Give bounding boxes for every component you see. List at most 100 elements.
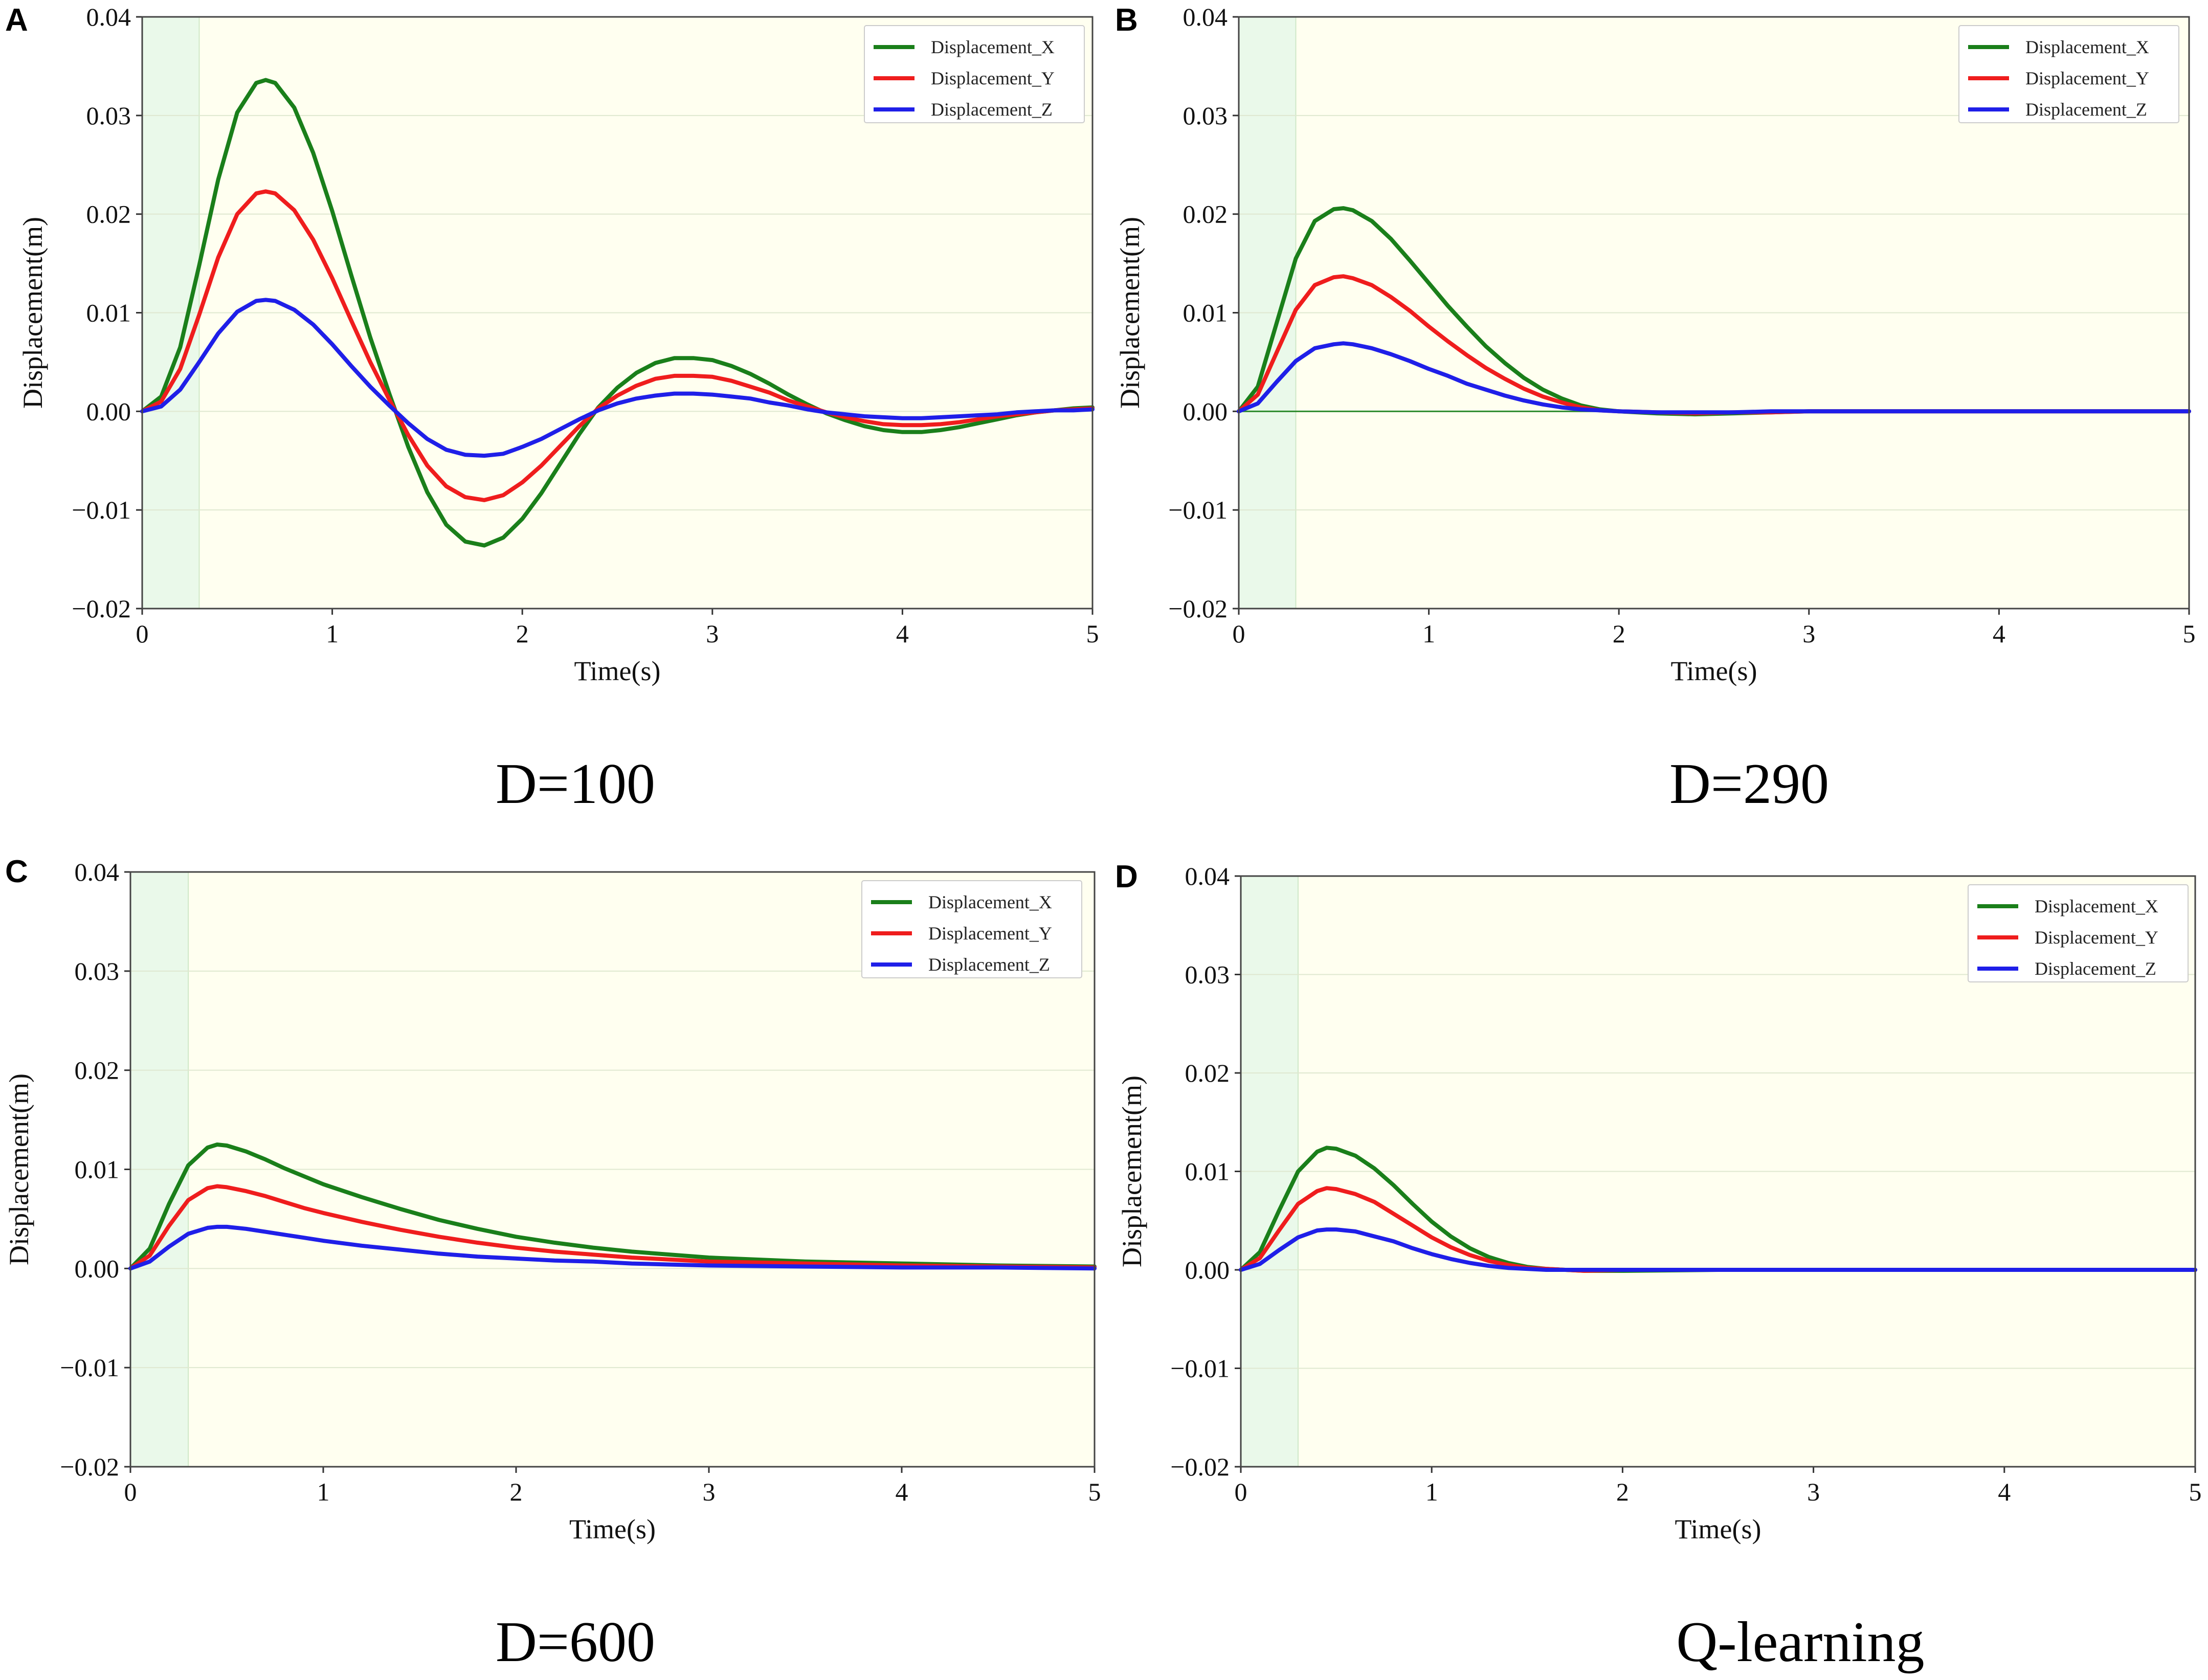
x-tick-label: 2: [516, 619, 529, 648]
y-tick-label: 0.00: [1183, 397, 1228, 425]
y-tick-label: −0.02: [60, 1452, 119, 1481]
legend-label: Displacement_Z: [2035, 958, 2156, 979]
legend-label: Displacement_Y: [928, 923, 1052, 944]
x-tick-label: 4: [896, 619, 909, 648]
y-tick-label: 0.02: [1185, 1059, 1230, 1087]
panel-caption: D=100: [496, 752, 655, 816]
panel-letter: D: [1115, 859, 1138, 894]
x-axis-label: Time(s): [1670, 656, 1757, 686]
legend-label: Displacement_Z: [2025, 99, 2147, 120]
y-tick-label: −0.01: [1168, 496, 1228, 524]
x-tick-label: 2: [1613, 619, 1625, 648]
series-line-displacement-z: [128, 1224, 1097, 1271]
y-tick-label: 0.04: [86, 3, 131, 31]
x-tick-label: 2: [510, 1477, 523, 1506]
plot-frame: [141, 16, 1094, 610]
y-axis-label: Displacement(m): [17, 217, 48, 409]
x-tick-label: 2: [1616, 1477, 1629, 1506]
x-tick-label: 4: [896, 1477, 908, 1506]
x-tick-label: 0: [1235, 1477, 1247, 1506]
y-tick-label: −0.01: [72, 496, 131, 524]
x-tick-label: 3: [703, 1477, 716, 1506]
legend-box: [1968, 884, 2189, 982]
x-tick-label: 0: [1233, 619, 1245, 648]
series-line-displacement-z: [1239, 1227, 2197, 1272]
panel-c: 0.04 0.03 0.02 0.01 0.00 −0.01 −0.020 1 2 3 4 5 Time…: [4, 854, 1101, 1674]
x-tick-label: 1: [326, 619, 339, 648]
y-tick-label: 0.01: [1183, 299, 1228, 327]
y-tick-label: 0.00: [86, 397, 131, 425]
legend-label: Displacement_X: [928, 892, 1052, 912]
y-tick-label: 0.02: [1183, 200, 1228, 229]
series-line-displacement-z: [140, 298, 1095, 458]
series-line-displacement-x: [140, 78, 1095, 548]
series-line-displacement-x: [128, 1143, 1097, 1271]
legend-label: Displacement_X: [2025, 37, 2149, 57]
panel-b: 0.04 0.03 0.02 0.01 0.00 −0.01 −0.020 1 2 3 4 5 Time…: [1114, 3, 2196, 816]
y-tick-label: 0.01: [75, 1155, 120, 1184]
series-line-displacement-z: [1237, 341, 2191, 415]
y-tick-label: 0.03: [1183, 101, 1228, 130]
legend-label: Displacement_X: [931, 37, 1055, 57]
y-tick-label: 0.03: [86, 101, 131, 130]
panel-caption: D=600: [496, 1610, 655, 1674]
x-tick-label: 5: [2189, 1477, 2202, 1506]
x-tick-label: 5: [1088, 1477, 1101, 1506]
y-tick-label: −0.02: [72, 594, 131, 623]
x-tick-label: 1: [1422, 619, 1435, 648]
legend-box: [1958, 25, 2179, 123]
y-axis-label: Displacement(m): [1117, 1076, 1147, 1267]
x-tick-label: 1: [317, 1477, 330, 1506]
y-tick-label: −0.02: [1168, 594, 1228, 623]
panel-letter: B: [1115, 3, 1138, 38]
x-tick-label: 3: [1807, 1477, 1820, 1506]
x-tick-label: 3: [706, 619, 719, 648]
legend-label: Displacement_X: [2035, 896, 2158, 916]
y-tick-label: 0.03: [1185, 960, 1230, 989]
series-line-displacement-y: [128, 1184, 1097, 1271]
series-line-displacement-y: [140, 189, 1095, 502]
panel-letter: C: [5, 854, 28, 889]
y-tick-label: −0.02: [1170, 1452, 1230, 1481]
x-tick-label: 1: [1425, 1477, 1438, 1506]
x-tick-label: 4: [1993, 619, 2005, 648]
panel-a: 0.04 0.03 0.02 0.01 0.00 −0.01 −0.020 1 2 3 4 5 Time…: [5, 3, 1099, 816]
panel-d: 0.04 0.03 0.02 0.01 0.00 −0.01 −0.020 1 2 3 4 5 Time…: [1115, 859, 2202, 1674]
x-tick-label: 3: [1802, 619, 1815, 648]
x-axis-label: Time(s): [569, 1514, 656, 1544]
y-tick-label: 0.01: [1185, 1157, 1230, 1186]
x-tick-label: 5: [2183, 619, 2196, 648]
legend-label: Displacement_Z: [931, 99, 1053, 120]
x-axis-label: Time(s): [1675, 1514, 1761, 1544]
y-tick-label: −0.01: [60, 1353, 119, 1382]
y-axis-label: Displacement(m): [4, 1073, 34, 1265]
y-tick-label: 0.04: [1185, 862, 1230, 890]
x-tick-label: 5: [1086, 619, 1099, 648]
y-tick-label: 0.01: [86, 299, 131, 327]
legend-box: [861, 880, 1082, 978]
legend-label: Displacement_Y: [931, 68, 1055, 88]
y-tick-label: 0.03: [75, 957, 120, 985]
x-tick-label: 4: [1998, 1477, 2011, 1506]
x-tick-label: 0: [136, 619, 149, 648]
panel-caption: D=290: [1669, 752, 1829, 816]
y-tick-label: 0.04: [75, 858, 120, 886]
y-axis-label: Displacement(m): [1114, 217, 1145, 409]
y-tick-label: −0.01: [1170, 1354, 1230, 1383]
y-tick-label: 0.02: [75, 1056, 120, 1085]
plot-frame: [1238, 16, 2190, 610]
legend-label: Displacement_Y: [2025, 68, 2149, 88]
plot-frame: [1240, 875, 2196, 1468]
x-tick-label: 0: [124, 1477, 137, 1506]
legend-label: Displacement_Y: [2035, 927, 2158, 948]
y-tick-label: 0.00: [1185, 1256, 1230, 1284]
y-tick-label: 0.00: [75, 1254, 120, 1283]
panel-caption: Q-learning: [1676, 1610, 1924, 1674]
plot-frame: [129, 871, 1096, 1468]
x-axis-label: Time(s): [574, 656, 660, 686]
legend-label: Displacement_Z: [928, 954, 1050, 975]
y-tick-label: 0.02: [86, 200, 131, 229]
legend-box: [864, 25, 1085, 123]
y-tick-label: 0.04: [1183, 3, 1228, 31]
